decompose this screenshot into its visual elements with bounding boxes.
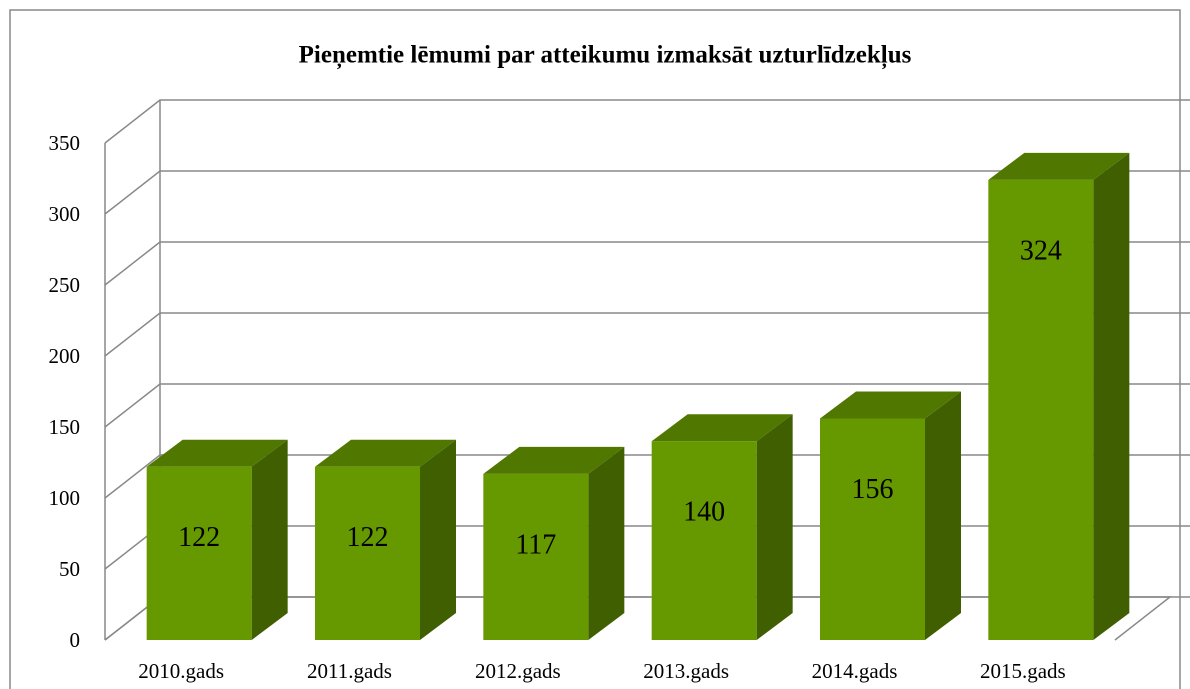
y-tick-label: 350 (49, 131, 81, 155)
value-label: 156 (852, 474, 894, 505)
grid-line (104, 170, 1190, 215)
bar (651, 441, 757, 640)
y-tick-label: 50 (59, 557, 80, 581)
value-label: 140 (683, 497, 725, 528)
value-label: 122 (347, 522, 389, 553)
x-tick-label: 2010.gads (138, 659, 224, 683)
bar (315, 466, 420, 640)
bar-side (251, 439, 288, 640)
bar (988, 179, 1094, 641)
x-tick-label: 2014.gads (812, 659, 898, 683)
bar (483, 473, 589, 640)
x-tick-label: 2015.gads (980, 659, 1066, 683)
x-tick-label: 2011.gads (307, 659, 392, 683)
y-tick-label: 0 (70, 628, 81, 652)
bar-side (925, 391, 961, 640)
x-tick-label: 2012.gads (475, 659, 561, 683)
bar-top (988, 152, 1130, 180)
bar-side (756, 414, 793, 640)
grid-line (104, 241, 1190, 286)
y-tick-label: 150 (49, 415, 81, 439)
bar-top (651, 414, 793, 442)
grid-line (104, 383, 1190, 428)
bar (820, 418, 925, 640)
bar-top (315, 439, 456, 467)
value-label: 324 (1020, 235, 1062, 266)
bar-top (146, 439, 288, 467)
value-label: 117 (515, 529, 556, 560)
y-tick-label: 250 (49, 273, 81, 297)
y-tick-label: 200 (49, 344, 81, 368)
grid-line (104, 99, 1190, 144)
bar-top (483, 446, 625, 474)
y-tick-label: 100 (49, 486, 81, 510)
value-label: 122 (178, 522, 220, 553)
bar-side (1093, 152, 1130, 641)
bar-top (820, 391, 961, 419)
bar-side (420, 439, 456, 640)
grid-line (104, 312, 1190, 357)
bar-side (588, 446, 625, 640)
y-tick-label: 300 (49, 202, 81, 226)
x-tick-label: 2013.gads (643, 659, 729, 683)
bar (146, 466, 252, 640)
chart-title: Pieņemtie lēmumi par atteikumu izmaksāt … (299, 42, 912, 70)
